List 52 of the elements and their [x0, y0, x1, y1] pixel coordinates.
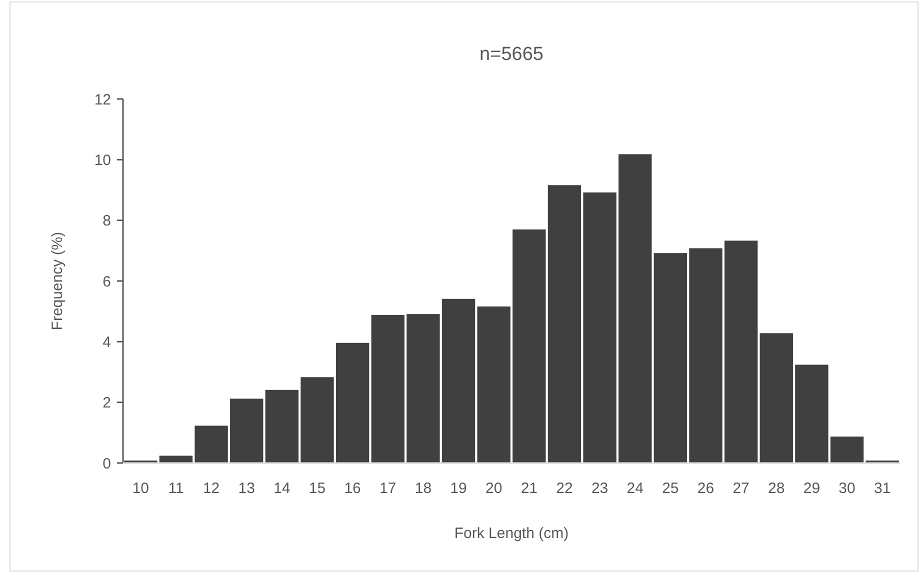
bar — [371, 314, 404, 463]
x-tick-label: 12 — [202, 480, 220, 497]
x-tick-label: 30 — [838, 480, 856, 497]
y-tick-label: 2 — [102, 394, 111, 412]
y-tick-label: 6 — [102, 273, 111, 290]
y-tick-label: 12 — [94, 91, 111, 108]
bar — [689, 248, 722, 463]
y-tick-label: 10 — [94, 152, 111, 169]
x-tick-label: 21 — [520, 480, 538, 497]
x-tick-label: 24 — [626, 480, 644, 497]
bar — [477, 306, 510, 463]
x-tick-label: 25 — [662, 480, 679, 497]
x-tick-label: 10 — [132, 480, 150, 497]
bar — [795, 364, 828, 463]
x-tick-label: 17 — [380, 480, 396, 497]
bar — [512, 229, 546, 463]
x-tick-label: 23 — [591, 480, 608, 497]
y-tick-label: 8 — [102, 212, 111, 230]
bar — [300, 377, 334, 463]
x-tick-label: 28 — [768, 480, 785, 497]
bar — [760, 333, 793, 463]
bar — [336, 342, 370, 463]
bar — [618, 154, 652, 463]
bar — [230, 398, 264, 463]
x-tick-label: 14 — [274, 480, 290, 497]
bar — [159, 456, 193, 463]
x-tick-label: 18 — [414, 480, 432, 497]
x-tick-label: 31 — [874, 480, 891, 497]
bar — [583, 192, 616, 463]
x-tick-label: 15 — [308, 480, 326, 497]
x-tick-label: 29 — [803, 480, 820, 497]
y-axis-title: Frequency (%) — [49, 232, 66, 330]
x-tick-label: 27 — [732, 480, 750, 497]
x-tick-label: 16 — [344, 480, 361, 497]
bar — [654, 253, 688, 463]
chart-title: n=5665 — [480, 44, 544, 65]
bar — [442, 298, 476, 463]
y-tick-label: 4 — [102, 334, 111, 351]
x-tick-label: 11 — [168, 480, 184, 497]
bar — [724, 240, 758, 463]
x-tick-label: 26 — [697, 480, 714, 497]
x-tick-label: 19 — [450, 480, 467, 497]
bar — [194, 426, 228, 463]
x-tick-label: 20 — [485, 480, 502, 497]
x-tick-label: 22 — [556, 480, 573, 497]
x-tick-label: 13 — [238, 480, 255, 497]
bar — [406, 314, 440, 463]
x-axis-title: Fork Length (cm) — [454, 525, 569, 542]
bar — [548, 185, 582, 463]
y-tick-label: 0 — [102, 455, 111, 472]
bar — [830, 436, 864, 463]
bar — [265, 390, 299, 463]
